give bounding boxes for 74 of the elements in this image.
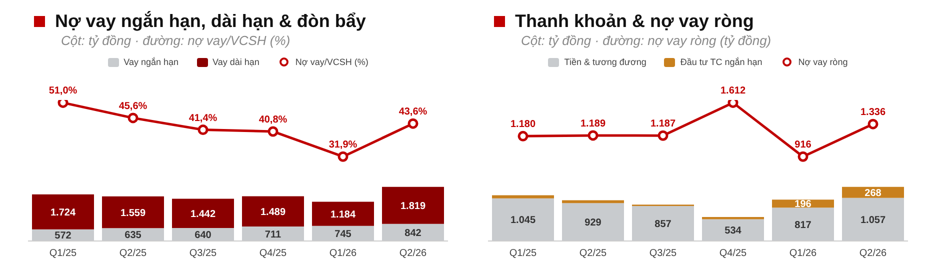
point: [58, 100, 68, 108]
bar: [382, 186, 444, 224]
point: [268, 126, 278, 137]
x-tick-label: Q4/25: [259, 248, 288, 260]
x-tick-label: Q1/26: [329, 248, 358, 260]
legend-label: Vay ngắn hạn: [124, 57, 179, 67]
data-label: 1.057: [860, 214, 886, 226]
bar: [102, 196, 164, 228]
data-label: 745: [334, 228, 352, 240]
point: [408, 118, 418, 129]
legend-label: Vay dài hạn: [212, 57, 260, 67]
bar: [492, 195, 554, 198]
x-tick-label: Q2/26: [859, 248, 888, 260]
chart-subtitle: Cột: tỷ đồng · đường: nợ vay ròng (tỷ đồng): [521, 33, 772, 49]
data-label: 1.045: [510, 215, 536, 226]
data-label: 1.819: [400, 200, 426, 212]
chart-subtitle: Cột: tỷ đồng · đường: nợ vay/VCSH (%): [61, 33, 292, 49]
data-label: 1.184: [330, 209, 356, 220]
chart-title: Nợ vay ngắn hạn, dài hạn & đòn bẩy: [55, 10, 366, 32]
data-label: 711: [264, 229, 282, 240]
data-label: 40,8%: [258, 114, 288, 126]
data-label: 1.442: [190, 208, 216, 220]
text: Nợ vay ròng: [798, 57, 848, 67]
data-label: 1.336: [860, 107, 886, 118]
data-label: 268: [864, 188, 882, 199]
x-tick-label: Q1/25: [509, 248, 538, 260]
x-tick-label: Q2/26: [399, 248, 428, 260]
point: [198, 124, 208, 136]
data-label: 45,6%: [118, 100, 148, 112]
point: [658, 130, 668, 141]
x-tick-label: Q3/25: [189, 248, 218, 260]
point: [868, 118, 878, 130]
data-label: 842: [404, 228, 422, 239]
data-label: 635: [124, 230, 142, 242]
data-label: 640: [194, 230, 212, 242]
data-label: 857: [654, 219, 672, 230]
bar: [172, 198, 234, 228]
data-label: 817: [794, 220, 812, 231]
data-label: 1.187: [650, 118, 676, 130]
data-label: 196: [794, 199, 812, 210]
x-tick-label: Q4/25: [719, 248, 748, 260]
data-label: 534: [724, 226, 742, 237]
bar: [32, 194, 94, 230]
bar: [562, 200, 624, 204]
data-label: 1.189: [580, 118, 606, 130]
data-label: 1.180: [510, 119, 536, 130]
data-label: 1.489: [260, 206, 286, 218]
data-label: 1.559: [120, 208, 146, 219]
point: [798, 151, 808, 162]
data-label: 916: [794, 140, 812, 151]
x-tick-label: Q1/25: [49, 248, 78, 260]
legend-label: Đầu tư TC ngắn hạn: [680, 57, 762, 67]
x-tick-label: Q3/25: [649, 248, 678, 260]
data-label: 41,4%: [188, 112, 218, 124]
data-label: 572: [54, 230, 72, 242]
x-tick-label: Q2/25: [119, 248, 148, 260]
x-tick-label: Q1/26: [789, 248, 818, 260]
bar: [312, 202, 374, 226]
data-label: 43,6%: [398, 106, 428, 118]
point: [728, 100, 738, 108]
bar: [242, 196, 304, 227]
point: [518, 130, 528, 142]
point: [338, 151, 348, 162]
point: [128, 112, 138, 124]
data-label: 31,9%: [328, 140, 358, 151]
legend-label: Tiền & tương đương: [564, 57, 646, 67]
point: [588, 130, 598, 141]
data-label: 1.612: [720, 86, 746, 97]
data-label: 929: [584, 218, 602, 229]
text: Nợ vay/VCSH (%): [295, 57, 368, 67]
x-tick-label: Q2/25: [579, 248, 608, 260]
data-label: 51,0%: [48, 86, 78, 97]
chart-title: Thanh khoản & nợ vay ròng: [515, 10, 754, 32]
data-label: 1.724: [50, 207, 76, 218]
